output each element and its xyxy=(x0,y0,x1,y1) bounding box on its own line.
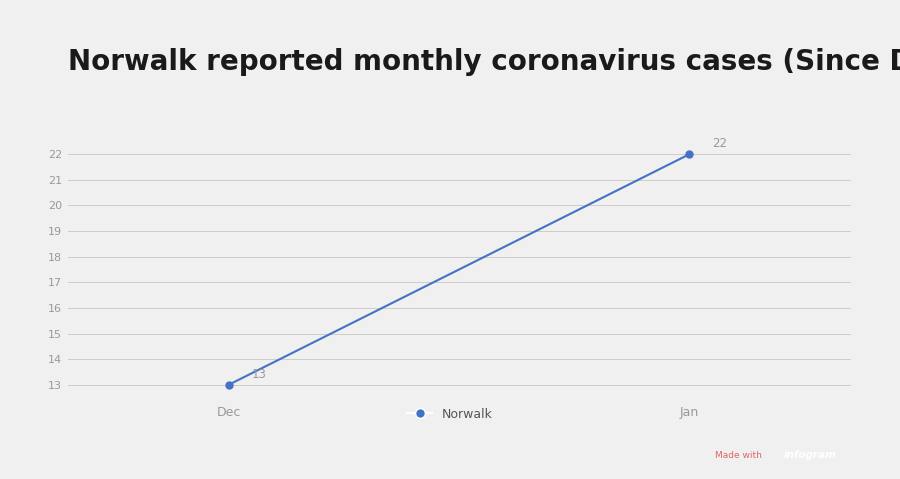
Point xyxy=(682,150,697,158)
Legend: Norwalk: Norwalk xyxy=(402,403,498,426)
Text: Made with: Made with xyxy=(715,451,761,459)
Text: 22: 22 xyxy=(712,137,727,150)
Text: Norwalk reported monthly coronavirus cases (Since Dec.): Norwalk reported monthly coronavirus cas… xyxy=(68,48,900,76)
Text: 13: 13 xyxy=(252,367,266,381)
Text: infogram: infogram xyxy=(784,450,836,460)
Point xyxy=(221,381,236,388)
